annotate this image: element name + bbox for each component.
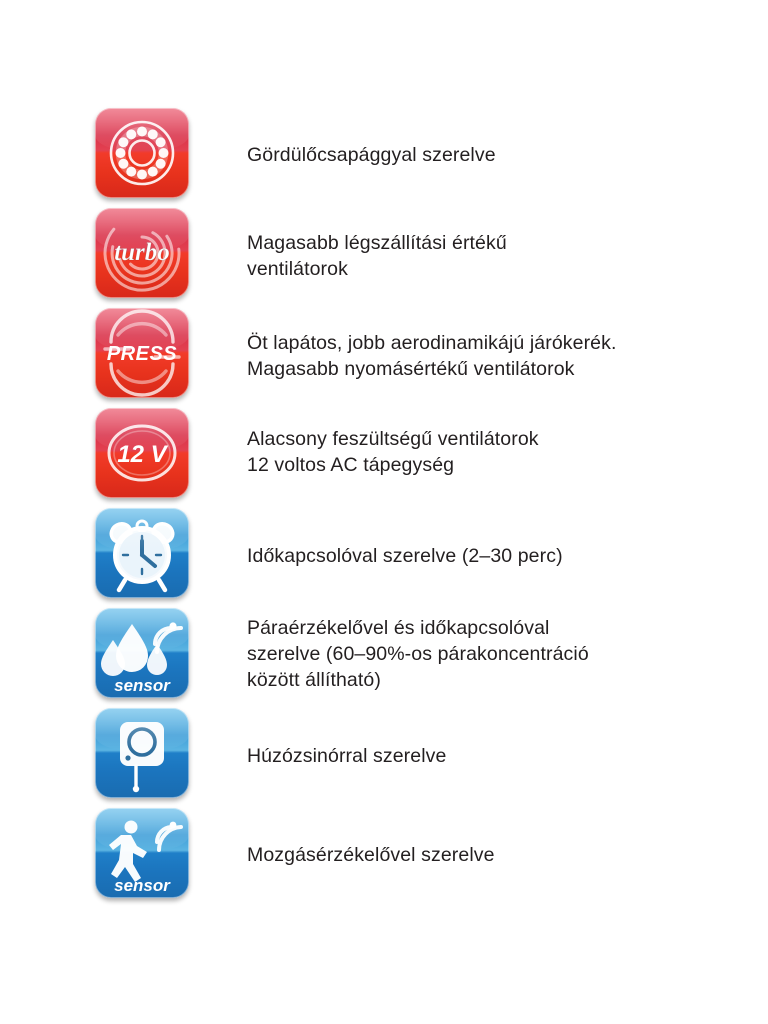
alarm-clock-timer-icon	[95, 508, 189, 598]
press-icon: PRESS	[95, 308, 189, 398]
tile-background	[95, 308, 189, 398]
svg-text:sensor: sensor	[114, 876, 171, 895]
feature-label: Mozgásérzékelővel szerelve	[247, 842, 747, 868]
feature-label-line: Öt lapátos, jobb aerodinamikájú járókeré…	[247, 332, 617, 354]
feature-label-line: Időkapcsolóval szerelve (2–30 perc)	[247, 545, 563, 567]
feature-row: Húzózsinórral szerelve	[95, 704, 755, 804]
feature-row: sensor Páraérzékelővel és időkapcsolóval s…	[95, 604, 755, 704]
feature-label-line: Magasabb légszállítási értékű	[247, 232, 507, 254]
feature-label-line: ventilátorok	[247, 258, 348, 280]
feature-row: Időkapcsolóval szerelve (2–30 perc)	[95, 504, 755, 604]
turbo-icon: turbo	[95, 208, 189, 298]
svg-text:sensor: sensor	[114, 676, 171, 695]
feature-row: turbo Magasabb légszállítási értékű ventil…	[95, 204, 755, 304]
feature-row: 12 V Alacsony feszültségű ventilátorok 12 …	[95, 404, 755, 504]
svg-text:12 V: 12 V	[117, 441, 168, 468]
feature-label: Gördülőcsapággyal szerelve	[247, 142, 747, 168]
humidity-sensor-icon: sensor	[95, 608, 189, 698]
feature-label-line: Magasabb nyomásértékű ventilátorok	[247, 358, 575, 380]
feature-label-line: Húzózsinórral szerelve	[247, 745, 447, 767]
feature-row: sensor Mozgásérzékelővel szerelve	[95, 804, 755, 904]
feature-row: PRESS Öt lapátos, jobb aerodinamikájú jár…	[95, 304, 755, 404]
feature-label-line: szerelve (60–90%-os párakoncentráció	[247, 643, 589, 665]
feature-label: Húzózsinórral szerelve	[247, 743, 747, 769]
feature-label: Páraérzékelővel és időkapcsolóval szerelv…	[247, 615, 747, 693]
svg-text:turbo: turbo	[114, 239, 170, 266]
feature-label-line: Gördülőcsapággyal szerelve	[247, 144, 496, 166]
pull-cord-switch-icon	[95, 708, 189, 798]
twelve-volt-icon: 12 V	[95, 408, 189, 498]
feature-label-line: Páraérzékelővel és időkapcsolóval	[247, 617, 550, 639]
feature-label-line: Mozgásérzékelővel szerelve	[247, 844, 495, 866]
motion-sensor-icon: sensor	[95, 808, 189, 898]
feature-label: Alacsony feszültségű ventilátorok 12 volt…	[247, 426, 747, 478]
feature-label: Öt lapátos, jobb aerodinamikájú járókeré…	[247, 330, 747, 382]
tile-background	[95, 408, 189, 498]
svg-text:PRESS: PRESS	[107, 343, 177, 365]
feature-label-line: Alacsony feszültségű ventilátorok	[247, 428, 539, 450]
feature-label: Magasabb légszállítási értékű ventilátoro…	[247, 230, 747, 282]
feature-label-line: között állítható)	[247, 669, 381, 691]
feature-label-line: 12 voltos AC tápegység	[247, 454, 455, 476]
feature-label: Időkapcsolóval szerelve (2–30 perc)	[247, 543, 747, 569]
ball-bearing-icon	[95, 108, 189, 198]
feature-row: Gördülőcsapággyal szerelve	[95, 104, 755, 204]
